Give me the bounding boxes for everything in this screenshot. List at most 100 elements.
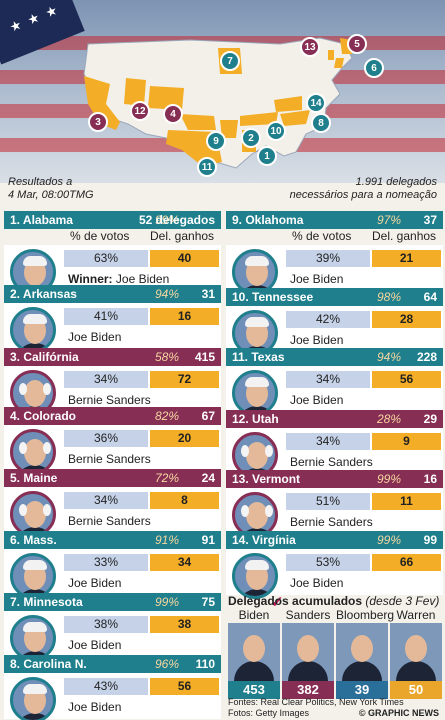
candidate-name: Bloomberg <box>336 608 395 622</box>
map-marker-4: 4 <box>163 104 183 124</box>
reporting-percent: 94% <box>376 350 401 364</box>
state-delegates: 75 <box>201 595 215 609</box>
state-arkansas <box>220 120 238 138</box>
race-header: 2. Arkansas 94% 31 <box>4 285 221 303</box>
reporting-percent: 99% <box>376 533 401 547</box>
map-marker-8: 8 <box>311 113 331 133</box>
map-marker-5: 5 <box>347 34 367 54</box>
vote-percent: 34% <box>286 433 370 450</box>
state-delegates: 91 <box>201 533 215 547</box>
delegates-won: 56 <box>150 678 219 695</box>
delegates-won: 20 <box>150 430 219 447</box>
winner-name: Joe Biden <box>68 700 122 714</box>
delegates-won: 72 <box>150 371 219 388</box>
state-delegates: 64 <box>423 290 437 304</box>
state-utah <box>124 78 146 106</box>
vote-percent: 34% <box>64 492 148 509</box>
state-name: 7. Minnesota <box>10 595 83 609</box>
race-card: 8. Carolina N. 96% 110 ✓ 43%56 Joe Biden <box>4 655 221 720</box>
reporting-percent: 82% <box>154 409 179 423</box>
race-header: 13. Vermont 99% 16 <box>226 470 443 488</box>
vote-percent: 34% <box>286 371 370 388</box>
vote-percent: 53% <box>286 554 370 571</box>
reporting-percent: 98% <box>376 290 401 304</box>
winner-check-icon: ✓ <box>271 594 284 611</box>
race-card: 14. Virgínia 99% 99 ✓ 53% 66 Joe Biden <box>226 531 443 611</box>
cumulative-delegates: 453 <box>228 681 280 699</box>
winner-prefix: Winner: <box>68 272 116 286</box>
results-note: Resultados a 4 Mar, 08:00TMG <box>8 176 94 201</box>
sources-credit: Fontes: Real Clear Politics, New York Ti… <box>228 697 404 707</box>
reporting-percent: 99% <box>154 595 179 609</box>
vote-percent: 43% <box>64 678 148 695</box>
race-header: 10. Tennessee 98% 64 <box>226 288 443 306</box>
brand-credit: © GRAPHIC NEWS <box>358 708 439 718</box>
reporting-percent: 96% <box>154 657 179 671</box>
race-header: 12. Utah 28% 29 <box>226 410 443 428</box>
winner-check-icon: ✓ <box>49 717 62 720</box>
map-marker-11: 11 <box>197 157 217 177</box>
votes-column-header: % de votos <box>70 229 130 243</box>
state-name: 4. Colorado <box>10 409 77 423</box>
state-delegates: 52 delegados <box>138 213 215 227</box>
vote-percent: 39% <box>286 250 370 267</box>
state-name: 2. Arkansas <box>10 287 77 301</box>
biden-photo <box>10 307 56 353</box>
winner-name: Winner: Joe Biden <box>68 272 170 286</box>
state-delegates: 228 <box>416 350 437 364</box>
state-delegates: 415 <box>194 350 215 364</box>
votes-column-header: % de votos <box>292 229 352 243</box>
state-delegates: 37 <box>423 213 437 227</box>
race-header: 6. Mass. 91% 91 <box>4 531 221 549</box>
candidate-photo <box>228 623 280 681</box>
biden-photo <box>232 553 278 599</box>
delegates-won: 16 <box>150 308 219 325</box>
race-header: 8. Carolina N. 96% 110 <box>4 655 221 673</box>
winner-name: Joe Biden <box>68 638 122 652</box>
state-name: 3. Califórnia <box>10 350 79 364</box>
race-body: ✓ 43%56 Joe Biden <box>4 673 221 720</box>
state-delegates: 24 <box>201 471 215 485</box>
sanders-photo <box>10 491 56 537</box>
race-header: 5. Maine 72% 24 <box>4 469 221 487</box>
header-banner: ★ ★ ★ 1 2 3 4 5 6 7 8 9 10 11 12 13 14 <box>0 0 445 183</box>
vote-percent: 63% <box>64 250 148 267</box>
winner-name: Bernie Sanders <box>68 393 151 407</box>
race-header: 7. Minnesota 99% 75 <box>4 593 221 611</box>
vote-percent: 36% <box>64 430 148 447</box>
state-name: 8. Carolina N. <box>10 657 87 671</box>
state-california <box>84 76 120 130</box>
winner-name: Bernie Sanders <box>68 514 151 528</box>
delegates-won: 40 <box>150 250 219 267</box>
race-header: 4. Colorado 82% 67 <box>4 407 221 425</box>
state-delegates: 16 <box>423 472 437 486</box>
state-north-carolina <box>280 110 310 126</box>
winner-name: Joe Biden <box>68 330 122 344</box>
vote-percent: 34% <box>64 371 148 388</box>
state-name: 10. Tennessee <box>232 290 314 304</box>
candidate-photo <box>390 623 442 681</box>
race-header: 11. Texas 94% 228 <box>226 348 443 366</box>
reporting-percent: 99% <box>376 472 401 486</box>
state-name: 6. Mass. <box>10 533 57 547</box>
biden-photo <box>10 553 56 599</box>
delegates-won: 34 <box>150 554 219 571</box>
candidate-name: Biden <box>238 608 270 622</box>
biden-photo <box>232 370 278 416</box>
